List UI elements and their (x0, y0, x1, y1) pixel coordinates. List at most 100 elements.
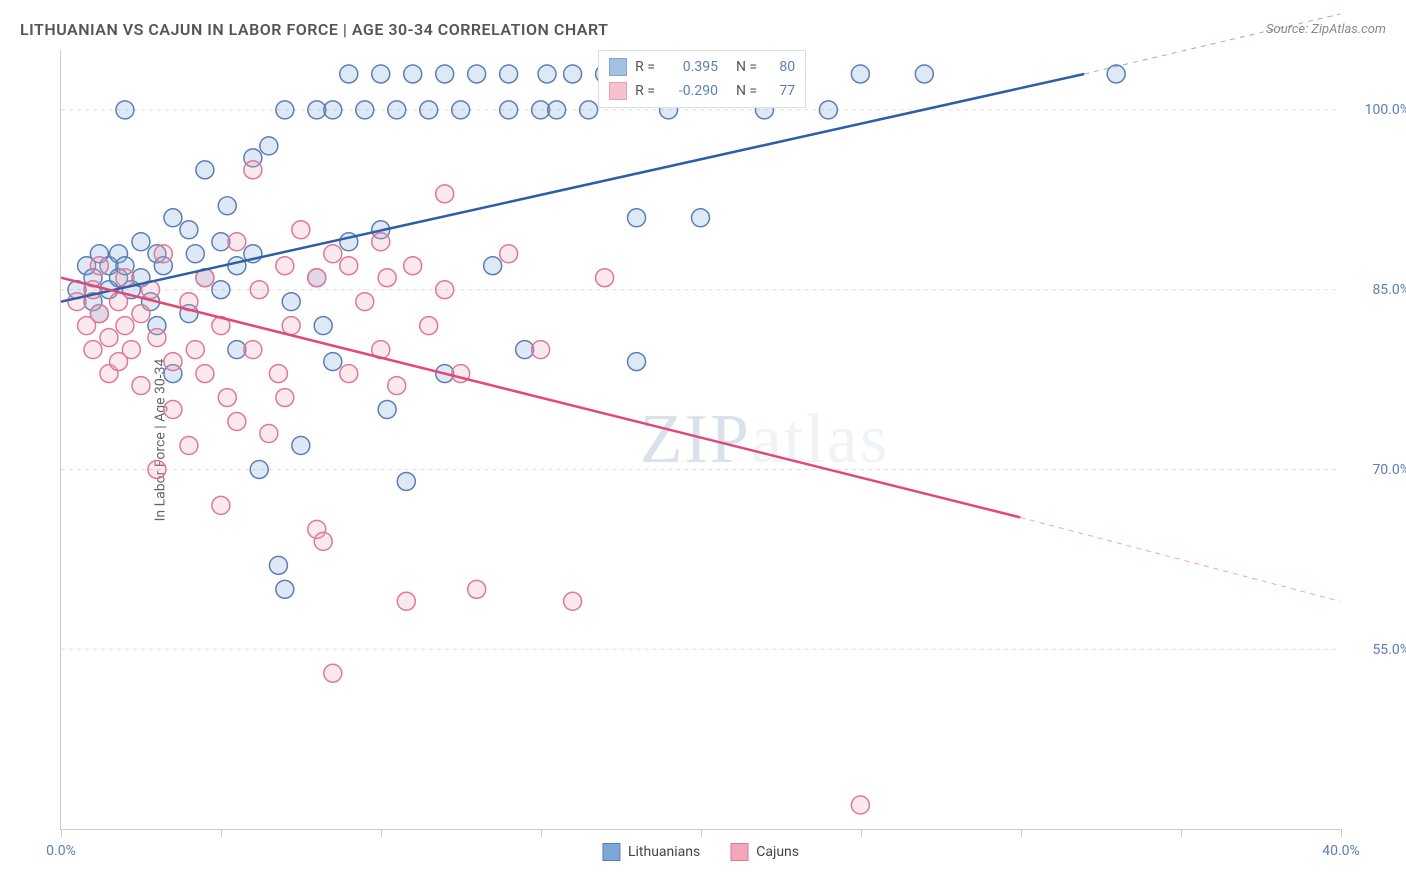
scatter-point (218, 197, 236, 215)
scatter-point (532, 341, 550, 359)
scatter-point (212, 281, 230, 299)
plot-svg (61, 50, 1340, 829)
y-tick-label: 55.0% (1350, 642, 1406, 658)
scatter-point (68, 293, 86, 311)
regression-line (61, 278, 1020, 518)
legend-label-lithuanians: Lithuanians (628, 844, 700, 860)
scatter-point (372, 233, 390, 251)
scatter-point (851, 796, 869, 814)
scatter-point (628, 353, 646, 371)
scatter-point (186, 245, 204, 263)
scatter-point (628, 209, 646, 227)
scatter-point (196, 161, 214, 179)
scatter-point (340, 365, 358, 383)
scatter-point (378, 401, 396, 419)
scatter-point (819, 101, 837, 119)
scatter-point (378, 269, 396, 287)
scatter-point (484, 257, 502, 275)
scatter-point (420, 317, 438, 335)
correlation-chart: LITHUANIAN VS CAJUN IN LABOR FORCE | AGE… (0, 0, 1406, 892)
y-tick-label: 100.0% (1350, 102, 1406, 118)
scatter-point (340, 65, 358, 83)
x-tick-label: 40.0% (1322, 843, 1360, 859)
n-label: N = (736, 83, 757, 99)
scatter-point (186, 341, 204, 359)
r-label: R = (635, 59, 655, 75)
scatter-point (468, 65, 486, 83)
scatter-point (324, 101, 342, 119)
scatter-point (250, 281, 268, 299)
scatter-point (538, 65, 556, 83)
scatter-point (282, 293, 300, 311)
scatter-point (196, 365, 214, 383)
scatter-point (436, 185, 454, 203)
scatter-point (122, 341, 140, 359)
scatter-point (356, 101, 374, 119)
scatter-point (116, 317, 134, 335)
regression-line (61, 74, 1084, 302)
n-value: 80 (765, 59, 795, 75)
scatter-point (564, 65, 582, 83)
scatter-point (116, 269, 134, 287)
legend-swatch-cajuns (730, 843, 748, 861)
stats-row: R = 0.395 N = 80 (609, 55, 795, 79)
scatter-point (212, 496, 230, 514)
scatter-point (388, 377, 406, 395)
scatter-point (420, 101, 438, 119)
y-tick-label: 70.0% (1350, 462, 1406, 478)
regression-extrapolation (1020, 517, 1340, 601)
n-label: N = (736, 59, 757, 75)
scatter-point (580, 101, 598, 119)
scatter-point (269, 556, 287, 574)
scatter-point (372, 65, 390, 83)
scatter-point (851, 65, 869, 83)
r-value: 0.395 (663, 59, 718, 75)
scatter-point (452, 101, 470, 119)
scatter-point (596, 269, 614, 287)
scatter-point (84, 341, 102, 359)
n-value: 77 (765, 83, 795, 99)
legend-swatch-lithuanians (602, 843, 620, 861)
stats-swatch (609, 58, 627, 76)
scatter-point (282, 317, 300, 335)
y-tick-label: 85.0% (1350, 282, 1406, 298)
stats-legend: R = 0.395 N = 80 R = -0.290 N = 77 (598, 50, 806, 108)
scatter-point (110, 293, 128, 311)
scatter-point (164, 209, 182, 227)
scatter-point (692, 209, 710, 227)
scatter-point (314, 317, 332, 335)
r-label: R = (635, 83, 655, 99)
scatter-point (260, 425, 278, 443)
scatter-point (116, 101, 134, 119)
scatter-point (397, 472, 415, 490)
scatter-point (228, 257, 246, 275)
x-tick-label: 0.0% (46, 843, 76, 859)
scatter-point (228, 233, 246, 251)
scatter-point (564, 592, 582, 610)
scatter-point (164, 353, 182, 371)
legend-item-lithuanians: Lithuanians (602, 843, 700, 861)
scatter-point (436, 65, 454, 83)
scatter-point (276, 257, 294, 275)
scatter-point (388, 101, 406, 119)
scatter-point (324, 664, 342, 682)
chart-title: LITHUANIAN VS CAJUN IN LABOR FORCE | AGE… (20, 20, 608, 39)
source-attribution: Source: ZipAtlas.com (1266, 22, 1386, 37)
scatter-point (180, 221, 198, 239)
scatter-point (340, 257, 358, 275)
scatter-point (148, 329, 166, 347)
scatter-point (218, 389, 236, 407)
r-value: -0.290 (663, 83, 718, 99)
scatter-point (154, 245, 172, 263)
stats-swatch (609, 82, 627, 100)
scatter-point (276, 389, 294, 407)
scatter-point (324, 245, 342, 263)
scatter-point (180, 437, 198, 455)
scatter-point (397, 592, 415, 610)
scatter-point (436, 281, 454, 299)
scatter-point (250, 460, 268, 478)
scatter-point (404, 257, 422, 275)
scatter-point (100, 329, 118, 347)
scatter-point (244, 341, 262, 359)
scatter-point (308, 269, 326, 287)
